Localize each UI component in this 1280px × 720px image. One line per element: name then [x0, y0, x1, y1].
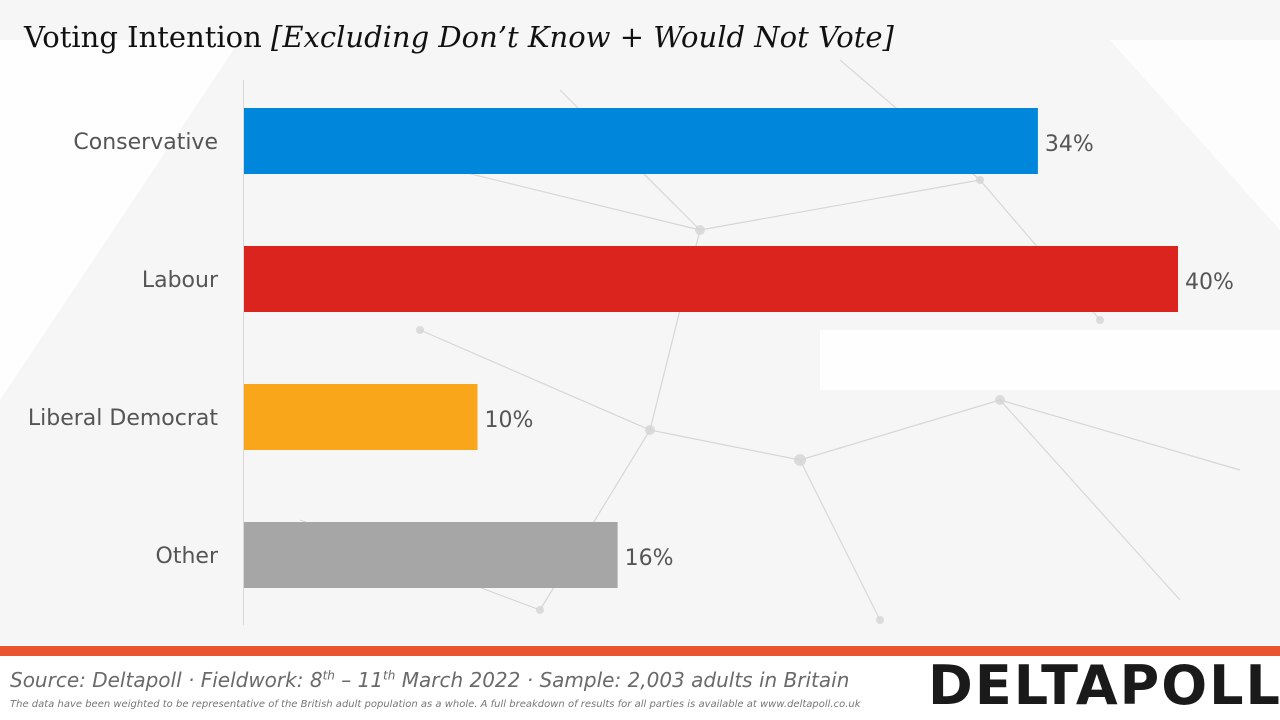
footer-background	[0, 656, 1280, 720]
footer-accent-rule	[0, 646, 1280, 656]
value-label-labour: 40%	[1185, 270, 1234, 295]
chart-title-main: Voting Intention	[24, 20, 262, 54]
fieldwork-end-day: 11	[357, 668, 384, 692]
source-prefix: Source: Deltapoll · Fieldwork:	[10, 668, 310, 692]
category-label-liberal-democrat: Liberal Democrat	[28, 406, 218, 431]
bar-labour	[244, 246, 1178, 312]
source-line: Source: Deltapoll · Fieldwork: 8th – 11t…	[10, 668, 849, 692]
fieldwork-start-suffix: th	[322, 668, 335, 683]
chart-title: Voting Intention [Excluding Don’t Know +…	[24, 20, 894, 54]
category-label-other: Other	[156, 544, 219, 569]
bar-conservative	[244, 108, 1038, 174]
bar-liberal-democrat	[244, 384, 478, 450]
bar-other	[244, 522, 618, 588]
category-label-conservative: Conservative	[73, 130, 218, 155]
value-label-liberal-democrat: 10%	[485, 408, 534, 433]
background-network-pattern	[249, 59, 1241, 624]
chart-title-subtitle: [Excluding Don’t Know + Would Not Vote]	[271, 20, 894, 54]
deltapoll-logo: DELTAPOLL	[928, 654, 1280, 717]
category-label-labour: Labour	[142, 268, 219, 293]
weighting-disclaimer: The data have been weighted to be repres…	[10, 699, 861, 710]
fieldwork-end-suffix: th	[383, 668, 396, 683]
bar-chart: Conservative 34% Labour 40% Liberal Democrat…	[28, 80, 1234, 625]
value-label-other: 16%	[625, 546, 674, 571]
source-suffix: March 2022 · Sample: 2,003 adults in Bri…	[395, 668, 850, 692]
value-label-conservative: 34%	[1045, 132, 1094, 157]
fieldwork-start-day: 8	[309, 668, 323, 692]
fieldwork-date-separator: –	[334, 668, 358, 692]
